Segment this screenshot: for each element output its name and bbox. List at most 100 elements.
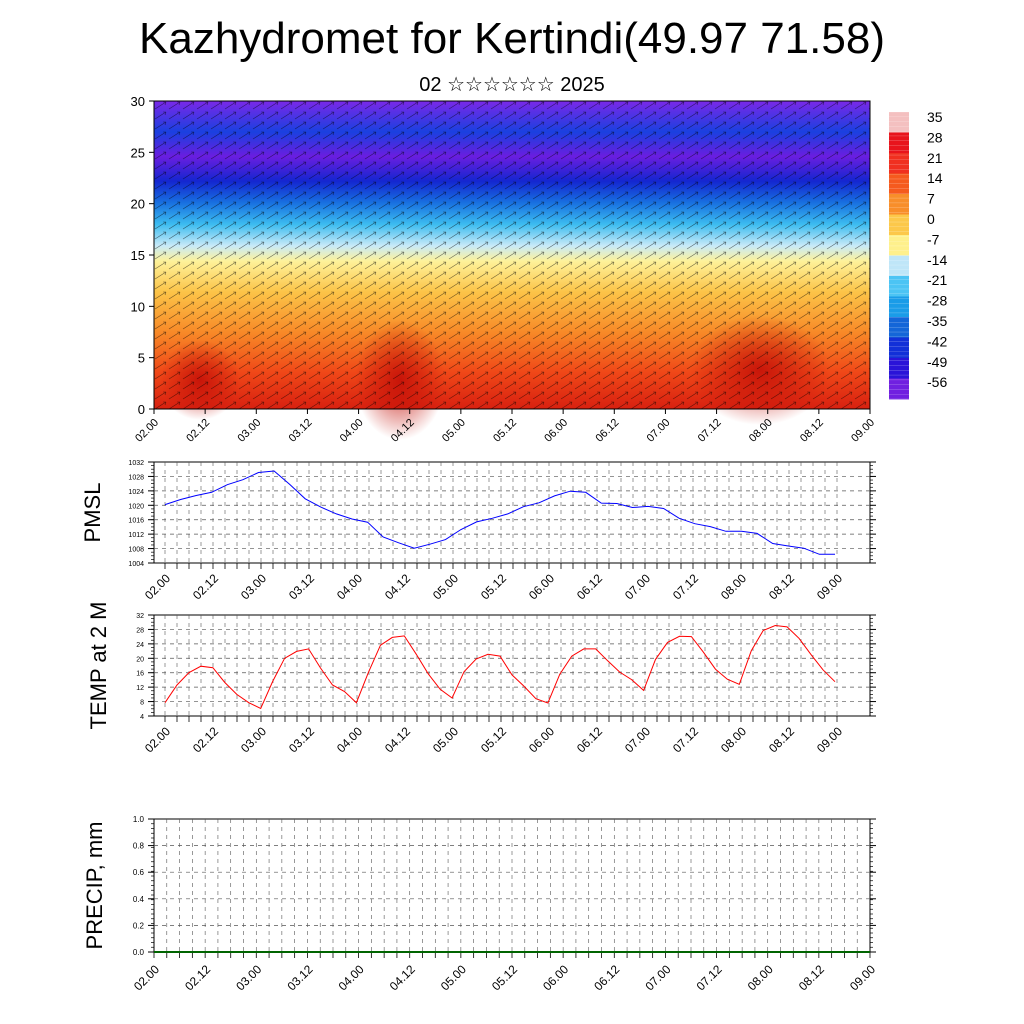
series-line [164, 624, 836, 710]
x-tick-label: 03.00 [235, 417, 263, 445]
x-tick-label: 06.00 [526, 571, 557, 602]
colorbar-swatch [889, 296, 909, 318]
x-tick-label: 08.12 [766, 724, 797, 755]
x-tick-label: 02.12 [190, 571, 221, 602]
x-tick-label: 04.12 [387, 962, 418, 993]
x-tick-label: 07.00 [645, 417, 673, 445]
pmsl-panel: 1004 1008 1012 1016 1020 1024 1028 1032 02.00 02.… [80, 460, 876, 602]
colorbar-swatch [889, 378, 909, 400]
x-tick-label: 03.00 [238, 571, 269, 602]
x-tick-label: 06.00 [542, 417, 570, 445]
colorbar-label: -35 [927, 313, 947, 329]
x-tick-label: 02.00 [142, 724, 173, 755]
colorbar-label: -42 [927, 333, 947, 349]
colorbar-swatch [889, 132, 909, 154]
x-tick-label: 09.00 [814, 724, 845, 755]
x-tick-label: 06.12 [593, 417, 621, 445]
x-tick-label: 03.00 [233, 962, 264, 993]
y-tick-label: 1024 [128, 489, 144, 496]
colorbar-swatch [889, 112, 909, 133]
y-tick-label: 12 [136, 685, 144, 692]
y-axis-title: PMSL [80, 483, 105, 543]
y-tick-label: 5 [138, 351, 145, 366]
colorbar-label: -14 [927, 252, 947, 268]
x-tick-label: 05.00 [438, 962, 469, 993]
x-tick-label: 03.12 [286, 724, 317, 755]
x-tick-label: 04.00 [334, 724, 365, 755]
x-tick-label: 02.12 [184, 417, 212, 445]
y-tick-label: 1028 [128, 474, 144, 481]
x-tick-label: 07.00 [622, 724, 653, 755]
x-tick-label: 07.12 [670, 571, 701, 602]
x-tick-label: 08.12 [796, 962, 827, 993]
y-tick-label: 24 [136, 642, 144, 649]
x-tick-label: 05.00 [430, 571, 461, 602]
x-tick-label: 08.00 [718, 724, 749, 755]
colorbar-label: -28 [927, 293, 947, 309]
colorbar-swatch [889, 358, 909, 379]
x-tick-label: 05.00 [440, 417, 468, 445]
x-tick-label: 03.12 [286, 571, 317, 602]
colorbar-swatch [889, 235, 909, 256]
y-tick-label: 15 [131, 248, 145, 263]
x-tick-label: 07.00 [642, 962, 673, 993]
series-line [164, 470, 835, 555]
y-tick-label: 1016 [128, 518, 144, 525]
y-tick-label: 20 [131, 197, 145, 212]
y-tick-label: 30 [131, 94, 145, 109]
colorbar-swatch [889, 317, 909, 338]
x-tick-label: 04.00 [338, 417, 366, 445]
colorbar-swatch [889, 153, 909, 174]
x-tick-label: 06.00 [540, 962, 571, 993]
colorbar-label: 35 [927, 109, 943, 125]
x-tick-label: 07.12 [696, 417, 724, 445]
x-tick-label: 02.00 [131, 962, 162, 993]
colorbar-label: -7 [927, 231, 940, 247]
x-tick-label: 07.00 [622, 571, 653, 602]
x-tick-label: 06.00 [526, 724, 557, 755]
y-tick-label: 1012 [128, 532, 144, 539]
y-tick-label: 25 [131, 145, 145, 160]
y-tick-label: 28 [136, 627, 144, 634]
colorbar-label: 0 [927, 211, 935, 227]
x-tick-label: 03.00 [238, 724, 269, 755]
x-tick-label: 05.00 [430, 724, 461, 755]
x-tick-label: 05.12 [478, 571, 509, 602]
y-tick-label: 16 [136, 671, 144, 678]
page-subtitle: 02 ☆☆☆☆☆☆ 2025 [419, 74, 605, 96]
temp-panel: 4 8 12 16 20 24 28 32 02.00 02.12 03.00 03.12 04.00 0… [86, 602, 876, 755]
x-tick-label: 09.00 [814, 571, 845, 602]
colorbar-swatch [889, 276, 909, 297]
x-tick-label: 04.00 [336, 962, 367, 993]
colorbar-label: -21 [927, 272, 947, 288]
y-tick-label: 1004 [128, 561, 144, 568]
y-tick-label: 1.0 [133, 815, 145, 824]
y-tick-label: 0 [138, 402, 145, 417]
x-tick-label: 06.12 [574, 724, 605, 755]
y-tick-label: 10 [131, 299, 145, 314]
x-tick-label: 08.12 [766, 571, 797, 602]
x-tick-label: 05.12 [489, 962, 520, 993]
x-tick-label: 02.12 [190, 724, 221, 755]
colorbar-swatch [889, 214, 909, 236]
x-tick-label: 02.12 [182, 962, 213, 993]
colorbar-swatch [889, 337, 909, 359]
colorbar-swatch [889, 194, 909, 215]
y-tick-label: 1032 [128, 460, 144, 467]
y-tick-label: 8 [140, 700, 144, 707]
x-tick-label: 07.12 [670, 724, 701, 755]
x-tick-label: 09.00 [849, 417, 877, 445]
y-tick-label: 1020 [128, 503, 144, 510]
x-tick-label: 09.00 [847, 962, 878, 993]
x-tick-label: 08.00 [745, 962, 776, 993]
page-title: Kazhydromet for Kertindi(49.97 71.58) [139, 14, 885, 63]
y-tick-label: 32 [136, 613, 144, 620]
y-axis-title: PRECIP, mm [82, 822, 107, 950]
wind-field [154, 101, 870, 409]
x-tick-label: 04.00 [334, 571, 365, 602]
colorbar-label: 21 [927, 150, 943, 166]
x-tick-label: 08.00 [718, 571, 749, 602]
x-tick-label: 08.12 [798, 417, 826, 445]
colorbar-label: 7 [927, 191, 935, 207]
